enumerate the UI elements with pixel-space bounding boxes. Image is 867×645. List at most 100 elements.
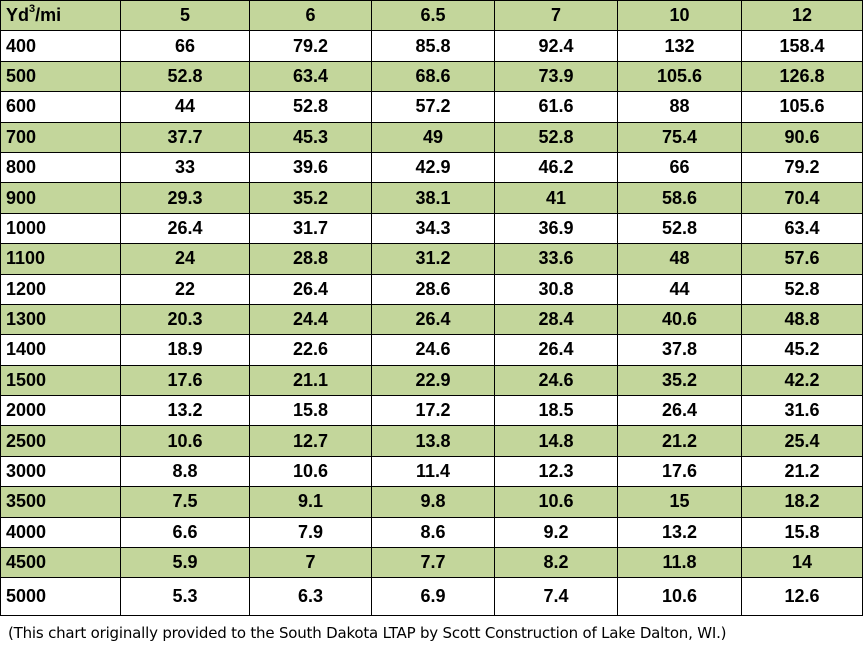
value-cell: 31.7 [249,212,372,245]
value-cell: 52.8 [741,273,863,305]
value-cell: 68.6 [371,60,495,93]
value-cell: 41 [494,182,618,214]
table-header-row: Yd3/mi 5 6 6.5 7 10 12 [0,0,863,32]
value-cell: 14 [741,547,863,579]
value-cell: 85.8 [371,30,495,62]
table-row: 1100 24 28.8 31.2 33.6 48 57.6 [0,243,863,275]
value-cell: 79.2 [249,30,372,62]
value-cell: 46.2 [494,151,618,184]
value-cell: 132 [617,30,742,62]
value-cell: 10.6 [494,486,618,518]
value-cell: 105.6 [617,60,742,93]
value-cell: 26.4 [249,273,372,305]
value-cell: 48 [617,243,742,275]
table-row: 2000 13.2 15.8 17.2 18.5 26.4 31.6 [0,395,863,427]
value-cell: 34.3 [371,212,495,245]
value-cell: 5.3 [120,577,250,617]
value-cell: 58.6 [617,182,742,214]
value-cell: 10.6 [617,577,742,617]
value-cell: 37.8 [617,334,742,366]
table-row: 700 37.7 45.3 49 52.8 75.4 90.6 [0,121,863,153]
header-unit-label: Yd [6,5,30,26]
row-label-cell: 2000 [0,395,121,427]
value-cell: 35.2 [617,364,742,397]
value-cell: 7 [249,547,372,579]
value-cell: 158.4 [741,30,863,62]
table-row: 1300 20.3 24.4 26.4 28.4 40.6 48.8 [0,303,863,336]
table-row: 1400 18.9 22.6 24.6 26.4 37.8 45.2 [0,334,863,366]
value-cell: 12.3 [494,455,618,488]
value-cell: 88 [617,91,742,123]
value-cell: 70.4 [741,182,863,214]
row-label-cell: 2500 [0,425,121,457]
value-cell: 7.4 [494,577,618,617]
value-cell: 10.6 [249,455,372,488]
value-cell: 38.1 [371,182,495,214]
column-header: 6 [249,0,372,32]
row-label-cell: 500 [0,60,121,93]
value-cell: 45.2 [741,334,863,366]
value-cell: 20.3 [120,303,250,336]
value-cell: 52.8 [120,60,250,93]
value-cell: 21.2 [741,455,863,488]
value-cell: 126.8 [741,60,863,93]
value-cell: 28.6 [371,273,495,305]
value-cell: 14.8 [494,425,618,457]
gravel-quantity-table-container: Yd3/mi 5 6 6.5 7 10 12 400 66 79.2 85.8 92.4… [0,0,863,617]
value-cell: 52.8 [249,91,372,123]
value-cell: 15.8 [249,395,372,427]
row-label-cell: 5000 [0,577,121,617]
value-cell: 7.7 [371,547,495,579]
value-cell: 33.6 [494,243,618,275]
table-row: 900 29.3 35.2 38.1 41 58.6 70.4 [0,182,863,214]
value-cell: 6.3 [249,577,372,617]
value-cell: 9.8 [371,486,495,518]
value-cell: 48.8 [741,303,863,336]
value-cell: 90.6 [741,121,863,153]
value-cell: 40.6 [617,303,742,336]
value-cell: 52.8 [617,212,742,245]
value-cell: 15 [617,486,742,518]
table-row: 3000 8.8 10.6 11.4 12.3 17.6 21.2 [0,455,863,488]
value-cell: 22 [120,273,250,305]
value-cell: 6.9 [371,577,495,617]
value-cell: 8.8 [120,455,250,488]
value-cell: 26.4 [617,395,742,427]
value-cell: 17.6 [617,455,742,488]
value-cell: 21.2 [617,425,742,457]
value-cell: 37.7 [120,121,250,153]
value-cell: 18.2 [741,486,863,518]
value-cell: 25.4 [741,425,863,457]
value-cell: 24.6 [371,334,495,366]
value-cell: 26.4 [494,334,618,366]
table-row: 1000 26.4 31.7 34.3 36.9 52.8 63.4 [0,212,863,245]
value-cell: 26.4 [371,303,495,336]
row-label-cell: 600 [0,91,121,123]
header-unit-cell: Yd3/mi [0,0,121,32]
value-cell: 57.2 [371,91,495,123]
column-header: 5 [120,0,250,32]
row-label-cell: 400 [0,30,121,62]
table-row: 4500 5.9 7 7.7 8.2 11.8 14 [0,547,863,579]
header-unit-superscript: 3 [29,3,36,16]
table-row: 1200 22 26.4 28.6 30.8 44 52.8 [0,273,863,305]
value-cell: 24 [120,243,250,275]
value-cell: 22.6 [249,334,372,366]
gravel-quantity-table: Yd3/mi 5 6 6.5 7 10 12 400 66 79.2 85.8 92.4… [0,0,863,617]
value-cell: 61.6 [494,91,618,123]
value-cell: 5.9 [120,547,250,579]
value-cell: 63.4 [741,212,863,245]
value-cell: 11.8 [617,547,742,579]
value-cell: 26.4 [120,212,250,245]
row-label-cell: 4000 [0,516,121,549]
row-label-cell: 700 [0,121,121,153]
table-row: 5000 5.3 6.3 6.9 7.4 10.6 12.6 [0,577,863,617]
value-cell: 24.4 [249,303,372,336]
column-header: 6.5 [371,0,495,32]
value-cell: 66 [617,151,742,184]
header-unit-suffix: /mi [35,5,62,26]
value-cell: 30.8 [494,273,618,305]
value-cell: 29.3 [120,182,250,214]
value-cell: 21.1 [249,364,372,397]
row-label-cell: 1400 [0,334,121,366]
